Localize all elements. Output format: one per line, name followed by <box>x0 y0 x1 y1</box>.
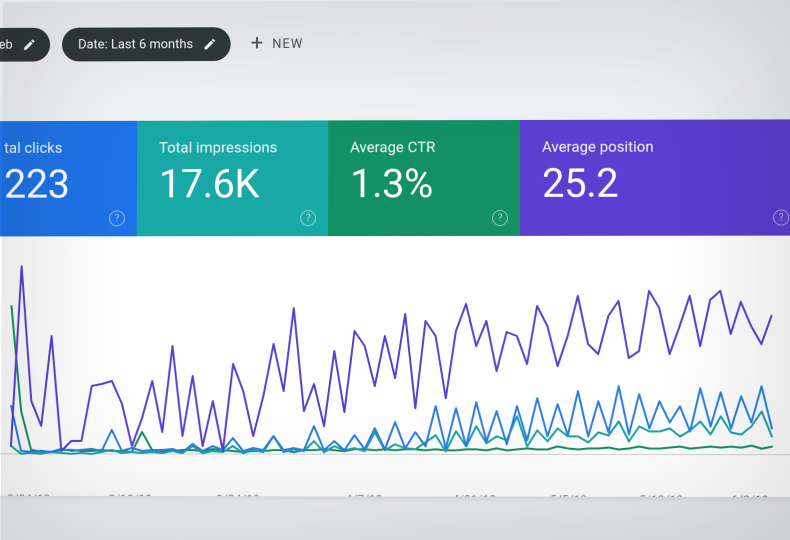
date-filter-label: Date: Last 6 months <box>78 37 193 52</box>
metric-tile-ctr[interactable]: Average CTR 1.3%? <box>328 120 520 236</box>
metric-tile-position[interactable]: Average position 25.2? <box>520 119 790 236</box>
line-chart <box>0 236 790 497</box>
help-icon[interactable]: ? <box>773 210 789 226</box>
date-filter-pill[interactable]: Date: Last 6 months <box>62 27 231 61</box>
x-axis-tick-label: 3/24/19 <box>216 492 260 497</box>
metrics-row: tal clicks223?Total impressions17.6K?Ave… <box>0 119 790 236</box>
metric-value: 25.2 <box>542 159 781 206</box>
add-filter-button[interactable]: + NEW <box>243 33 303 55</box>
web-filter-label: eb <box>0 37 13 52</box>
x-axis-tick-label: 3/10/19 <box>108 492 152 497</box>
metric-label: Average position <box>542 137 781 155</box>
web-filter-pill[interactable]: eb <box>0 28 50 62</box>
plus-icon: + <box>251 33 264 55</box>
filter-row: eb Date: Last 6 months + NEW <box>0 27 303 62</box>
metric-label: Average CTR <box>350 138 500 156</box>
help-icon[interactable]: ? <box>109 210 125 226</box>
pencil-icon <box>23 38 37 52</box>
x-axis-tick-label: 5/19/19 <box>639 493 683 497</box>
pencil-icon <box>203 37 217 51</box>
chart-container: 2/24/19 3/10/19 3/24/19 4/7/19 4/21/19 5/5/19… <box>0 236 790 497</box>
x-axis-tick-label: 4/7/19 <box>345 492 382 497</box>
metric-value: 223 <box>4 161 117 208</box>
x-axis-tick-label: 6/2/19 <box>731 493 768 497</box>
metric-tile-impressions[interactable]: Total impressions 17.6K? <box>137 120 328 236</box>
baseline <box>0 454 790 455</box>
x-axis-tick-label: 5/5/19 <box>550 493 587 497</box>
new-label: NEW <box>272 36 303 51</box>
metric-label: tal clicks <box>4 139 117 157</box>
metric-label: Total impressions <box>159 138 308 156</box>
performance-card: tal clicks223?Total impressions17.6K?Ave… <box>0 119 790 497</box>
help-icon[interactable]: ? <box>492 210 508 226</box>
metric-tile-clicks[interactable]: tal clicks 223? <box>0 121 137 237</box>
metric-value: 1.3% <box>350 160 500 207</box>
dashboard-screenshot: eb Date: Last 6 months + NEW tal clicks 2… <box>1 0 790 540</box>
series-impressions <box>11 266 772 452</box>
x-axis-tick-label: 2/24/19 <box>7 492 50 497</box>
help-icon[interactable]: ? <box>300 210 316 226</box>
x-axis-tick-label: 4/21/19 <box>452 493 496 498</box>
metric-value: 17.6K <box>159 160 308 207</box>
